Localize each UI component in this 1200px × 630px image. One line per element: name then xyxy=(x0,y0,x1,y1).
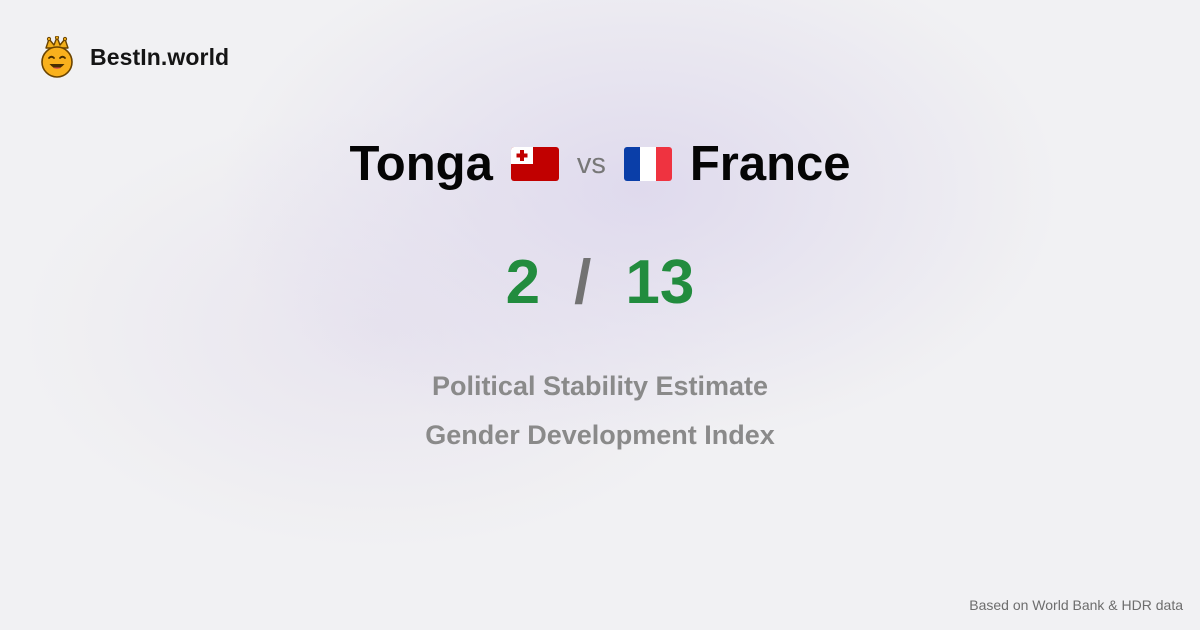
score-row: 2 / 13 xyxy=(0,248,1200,318)
brand-name: BestIn.world xyxy=(90,43,230,70)
right-country-name: France xyxy=(689,136,851,191)
tonga-flag-icon xyxy=(510,147,559,181)
country-matchup: Tonga vs France xyxy=(0,132,1200,196)
right-score: 13 xyxy=(625,248,695,317)
left-score: 2 xyxy=(505,248,541,317)
france-flag-icon xyxy=(623,147,672,181)
vs-label: vs xyxy=(576,147,606,180)
score-separator: / xyxy=(574,248,592,317)
metric-label-political-stability: Political Stability Estimate xyxy=(431,371,769,401)
smiling-crown-face-icon xyxy=(41,36,73,78)
metric-list: Political Stability Estimate Gender Deve… xyxy=(0,362,1200,460)
data-source-note: Based on World Bank & HDR data xyxy=(969,597,1183,613)
metric-label-gender-development: Gender Development Index xyxy=(425,420,775,450)
left-country-name: Tonga xyxy=(349,136,493,191)
brand-link[interactable]: BestIn.world xyxy=(38,36,229,78)
